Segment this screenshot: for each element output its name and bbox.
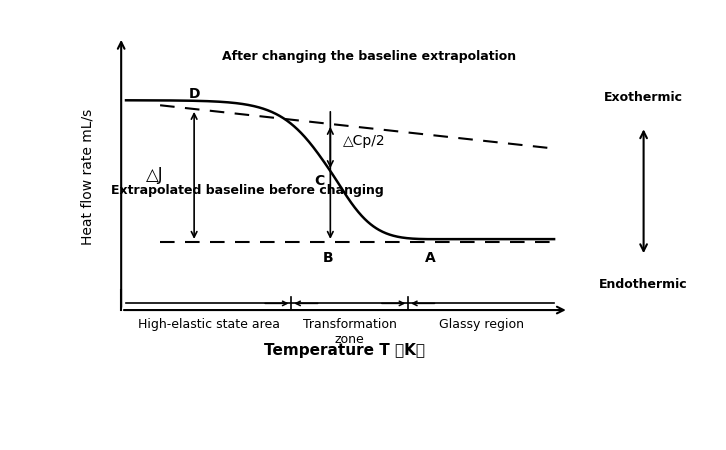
Text: Extrapolated baseline before changing: Extrapolated baseline before changing	[111, 184, 384, 197]
Text: Endothermic: Endothermic	[599, 278, 688, 291]
Text: A: A	[425, 251, 436, 265]
Text: Heat flow rate mL/s: Heat flow rate mL/s	[80, 109, 94, 245]
Text: D: D	[188, 87, 200, 101]
Text: High-elastic state area: High-elastic state area	[138, 319, 280, 331]
Text: Temperature T （K）: Temperature T （K）	[264, 342, 425, 357]
Text: △J: △J	[147, 166, 164, 184]
Text: C: C	[314, 174, 325, 189]
Text: △Cp/2: △Cp/2	[343, 134, 385, 148]
Text: Transformation
zone: Transformation zone	[303, 319, 396, 346]
Text: B: B	[322, 251, 333, 265]
Text: Exothermic: Exothermic	[604, 91, 683, 104]
Text: After changing the baseline extrapolation: After changing the baseline extrapolatio…	[222, 50, 516, 63]
Text: Glassy region: Glassy region	[439, 319, 523, 331]
